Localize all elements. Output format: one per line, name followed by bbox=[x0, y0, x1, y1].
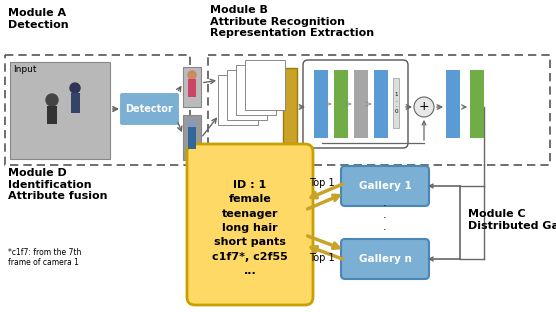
Circle shape bbox=[46, 94, 58, 106]
Text: *c1f7: from the 7th
frame of camera 1: *c1f7: from the 7th frame of camera 1 bbox=[8, 248, 81, 267]
Text: Module B
Attribute Recognition
Representation Extraction: Module B Attribute Recognition Represent… bbox=[210, 5, 374, 38]
Text: Gallery n: Gallery n bbox=[359, 254, 411, 264]
Text: Input: Input bbox=[13, 65, 37, 74]
FancyBboxPatch shape bbox=[236, 65, 276, 115]
FancyBboxPatch shape bbox=[393, 78, 399, 128]
Text: Detector: Detector bbox=[126, 104, 173, 114]
FancyBboxPatch shape bbox=[10, 62, 110, 159]
FancyBboxPatch shape bbox=[283, 68, 297, 143]
Circle shape bbox=[188, 71, 196, 79]
FancyBboxPatch shape bbox=[334, 70, 348, 138]
FancyBboxPatch shape bbox=[245, 60, 285, 110]
FancyBboxPatch shape bbox=[187, 144, 313, 305]
FancyBboxPatch shape bbox=[188, 79, 196, 97]
Text: Module A
Detection: Module A Detection bbox=[8, 8, 68, 30]
FancyBboxPatch shape bbox=[303, 60, 408, 148]
FancyBboxPatch shape bbox=[183, 67, 201, 107]
FancyBboxPatch shape bbox=[341, 239, 429, 279]
FancyBboxPatch shape bbox=[354, 70, 368, 138]
FancyBboxPatch shape bbox=[218, 75, 258, 125]
FancyBboxPatch shape bbox=[341, 166, 429, 206]
FancyBboxPatch shape bbox=[374, 70, 388, 138]
Text: Module D
Identification
Attribute fusion: Module D Identification Attribute fusion bbox=[8, 168, 107, 201]
Circle shape bbox=[188, 119, 196, 127]
Text: ID : 1
female
teenager
long hair
short pants
c1f7*, c2f55
...: ID : 1 female teenager long hair short p… bbox=[212, 180, 288, 276]
Text: Top 1: Top 1 bbox=[309, 253, 335, 263]
FancyBboxPatch shape bbox=[47, 106, 57, 124]
FancyBboxPatch shape bbox=[314, 70, 328, 138]
FancyBboxPatch shape bbox=[71, 93, 80, 113]
Text: Module C
Distributed Gallery: Module C Distributed Gallery bbox=[468, 209, 556, 231]
Circle shape bbox=[414, 97, 434, 117]
Bar bbox=[208, 55, 550, 165]
Text: +: + bbox=[419, 100, 429, 114]
Text: 1
.
.
0: 1 . . 0 bbox=[394, 92, 398, 114]
FancyBboxPatch shape bbox=[119, 92, 180, 126]
FancyBboxPatch shape bbox=[188, 127, 196, 149]
FancyBboxPatch shape bbox=[446, 70, 460, 138]
FancyBboxPatch shape bbox=[227, 70, 267, 120]
FancyBboxPatch shape bbox=[470, 70, 484, 138]
Text: ·
·
·: · · · bbox=[383, 202, 387, 235]
FancyBboxPatch shape bbox=[183, 115, 201, 160]
Circle shape bbox=[70, 83, 80, 93]
Text: Gallery 1: Gallery 1 bbox=[359, 181, 411, 191]
Text: Top 1: Top 1 bbox=[309, 178, 335, 188]
Bar bbox=[5, 55, 190, 165]
